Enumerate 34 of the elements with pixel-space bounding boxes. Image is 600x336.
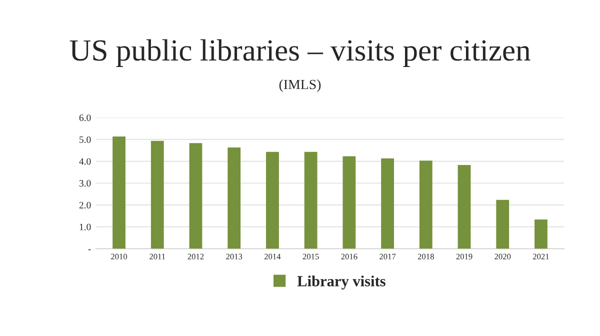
legend-label: Library visits xyxy=(297,276,386,290)
y-tick-label: 5.0 xyxy=(80,136,91,143)
bar xyxy=(150,140,164,249)
x-tick-label: 2019 xyxy=(456,254,472,260)
bar xyxy=(458,164,471,249)
chart-subtitle: (IMLS) xyxy=(279,79,321,92)
y-tick-label: 3.0 xyxy=(79,180,91,187)
bar xyxy=(381,158,394,249)
x-tick-label: 2020 xyxy=(494,254,511,260)
bar xyxy=(419,160,432,249)
y-tick-label: - xyxy=(88,249,91,250)
x-tick-label: 2012 xyxy=(188,254,204,260)
bar xyxy=(534,220,548,249)
x-tick-label: 2014 xyxy=(264,254,281,260)
x-tick-label: 2010 xyxy=(111,254,128,260)
bar xyxy=(496,200,510,249)
bar xyxy=(342,156,356,249)
y-tick-label: 1.0 xyxy=(80,224,91,230)
bar xyxy=(189,143,202,249)
bar xyxy=(228,147,241,249)
bar xyxy=(304,152,318,249)
y-tick-label: 6.0 xyxy=(79,114,91,122)
bar xyxy=(112,136,126,249)
x-tick-label: 2015 xyxy=(302,254,319,260)
chart-title: US public libraries – visits per citizen xyxy=(70,39,530,67)
y-tick-label: 2.0 xyxy=(79,202,91,208)
x-tick-label: 2016 xyxy=(341,254,358,260)
y-tick-label: 4.0 xyxy=(79,158,91,165)
x-tick-label: 2017 xyxy=(380,254,396,260)
x-tick-label: 2021 xyxy=(533,254,549,260)
bar xyxy=(266,152,279,249)
x-tick-label: 2018 xyxy=(418,254,434,260)
x-tick-label: 2011 xyxy=(150,254,166,260)
x-tick-label: 2013 xyxy=(226,254,242,260)
